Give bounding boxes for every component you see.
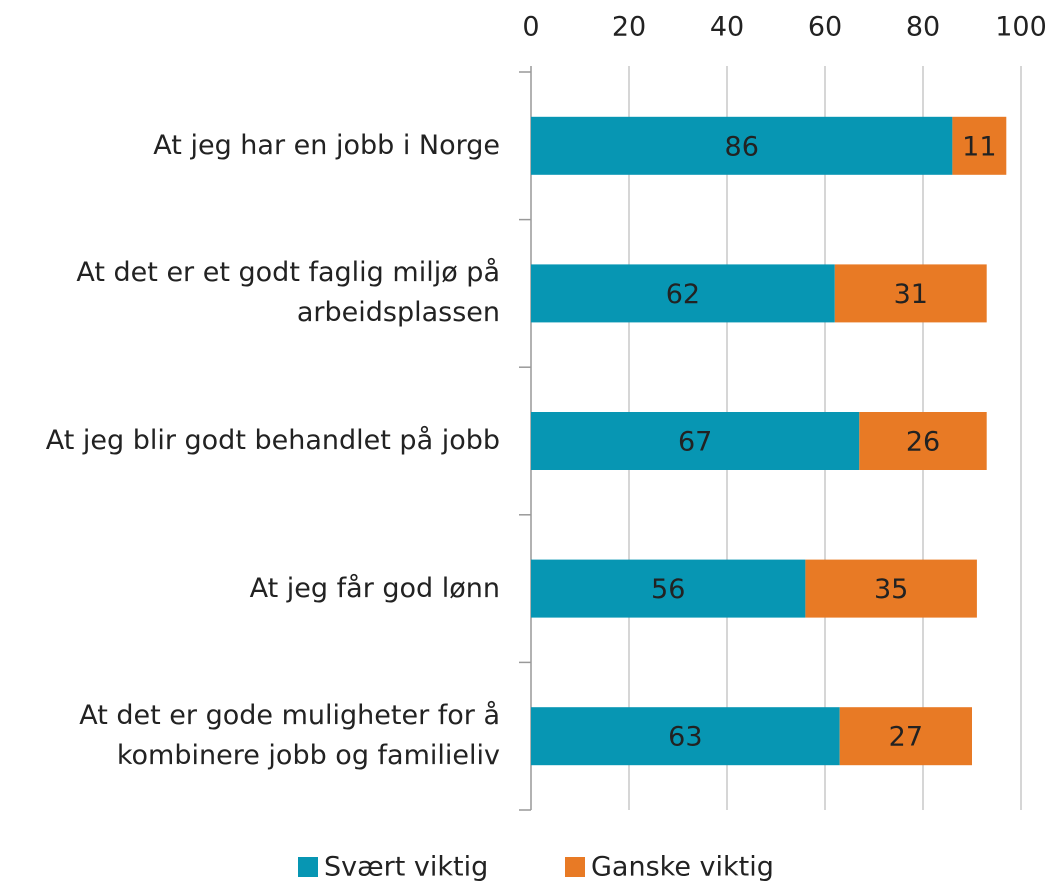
data-label: 11 <box>962 131 996 162</box>
bar-segment <box>531 707 840 766</box>
bar-segment <box>859 412 987 470</box>
bar-segment <box>834 264 987 323</box>
category-label: At det er gode muligheter for å kombiner… <box>79 700 500 772</box>
data-label: 27 <box>889 722 923 753</box>
data-label: 86 <box>725 131 759 162</box>
data-label: 31 <box>894 279 928 310</box>
legend-label: Ganske viktig <box>591 852 774 883</box>
x-tick-label: 20 <box>612 12 646 43</box>
category-label: At det er et godt faglig miljø på arbeid… <box>76 257 500 329</box>
x-tick-label: 80 <box>906 12 940 43</box>
category-label: At jeg har en jobb i Norge <box>153 129 500 161</box>
data-label: 35 <box>874 574 908 605</box>
x-tick-label: 40 <box>710 12 744 43</box>
data-label: 62 <box>666 279 700 310</box>
data-label: 67 <box>678 427 712 458</box>
data-label: 63 <box>668 722 702 753</box>
x-tick-label: 100 <box>995 12 1047 43</box>
legend-swatch <box>565 857 585 877</box>
bar-segment <box>531 264 835 323</box>
legend-label: Svært viktig <box>324 852 488 883</box>
bar-segment <box>531 412 860 470</box>
category-label: At jeg får god lønn <box>249 572 500 604</box>
x-tick-label: 60 <box>808 12 842 43</box>
bar-segment <box>531 116 953 175</box>
x-tick-label: 0 <box>522 12 539 43</box>
data-label: 26 <box>906 427 940 458</box>
bar-segment <box>839 707 972 766</box>
bar-segment <box>805 559 977 618</box>
category-label: At jeg blir godt behandlet på jobb <box>45 425 500 456</box>
bar-segment <box>952 116 1007 175</box>
bar-segment <box>531 559 806 618</box>
legend-swatch <box>298 857 318 877</box>
data-label: 56 <box>651 574 685 605</box>
